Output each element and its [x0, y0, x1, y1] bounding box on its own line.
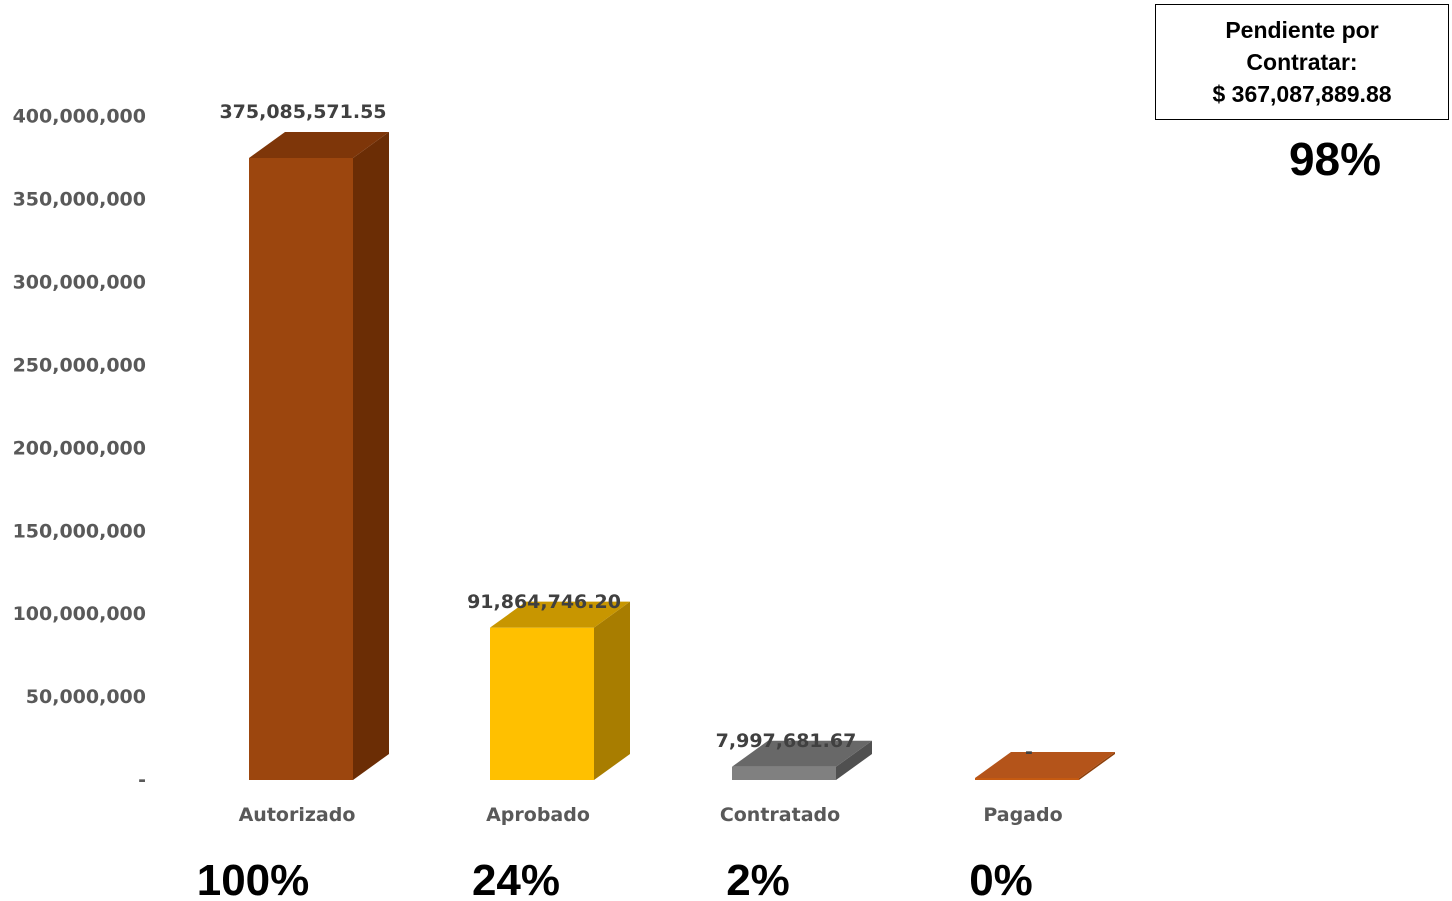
- bar-top: [249, 132, 389, 158]
- pending-percentage: 98%: [1288, 133, 1382, 185]
- percentage-label: 24%: [472, 856, 560, 901]
- y-tick-label: 350,000,000: [13, 189, 146, 211]
- bar-front: [249, 158, 353, 780]
- bar-front: [732, 766, 836, 780]
- bar-top: [732, 740, 872, 767]
- y-tick-label: 300,000,000: [13, 272, 146, 294]
- pending-title: Pendiente por Contratar:: [1225, 17, 1379, 75]
- y-tick-label: 150,000,000: [13, 520, 146, 542]
- bar-front: [490, 627, 594, 780]
- y-tick-label: 400,000,000: [13, 106, 146, 128]
- pending-contract-box: Pendiente por Contratar: $ 367,087,889.8…: [1155, 4, 1449, 120]
- bar-side: [594, 601, 630, 780]
- bar-side: [836, 740, 872, 780]
- data-label: 375,085,571.55: [219, 101, 386, 123]
- category-label: Aprobado: [486, 804, 590, 826]
- y-tick-label: 200,000,000: [13, 437, 146, 459]
- category-label: Contratado: [720, 804, 840, 826]
- bar-top: [975, 752, 1115, 778]
- category-label: Autorizado: [239, 804, 356, 826]
- bar-top: [490, 601, 630, 628]
- y-tick-label: 100,000,000: [13, 603, 146, 625]
- y-tick-label: -: [138, 769, 146, 791]
- bar-side: [353, 132, 389, 780]
- bar-side: [1079, 752, 1115, 780]
- data-label: -: [1025, 741, 1033, 763]
- percentage-label: 0%: [969, 856, 1033, 901]
- category-label: Pagado: [983, 804, 1062, 826]
- percentage-label: 100%: [197, 856, 310, 901]
- bar-front: [975, 778, 1079, 780]
- data-label: 7,997,681.67: [716, 730, 857, 752]
- pending-amount: $ 367,087,889.88: [1212, 81, 1392, 107]
- y-tick-label: 50,000,000: [26, 686, 146, 708]
- y-tick-label: 250,000,000: [13, 354, 146, 376]
- percentage-label: 2%: [726, 856, 790, 901]
- data-label: 91,864,746.20: [467, 591, 621, 613]
